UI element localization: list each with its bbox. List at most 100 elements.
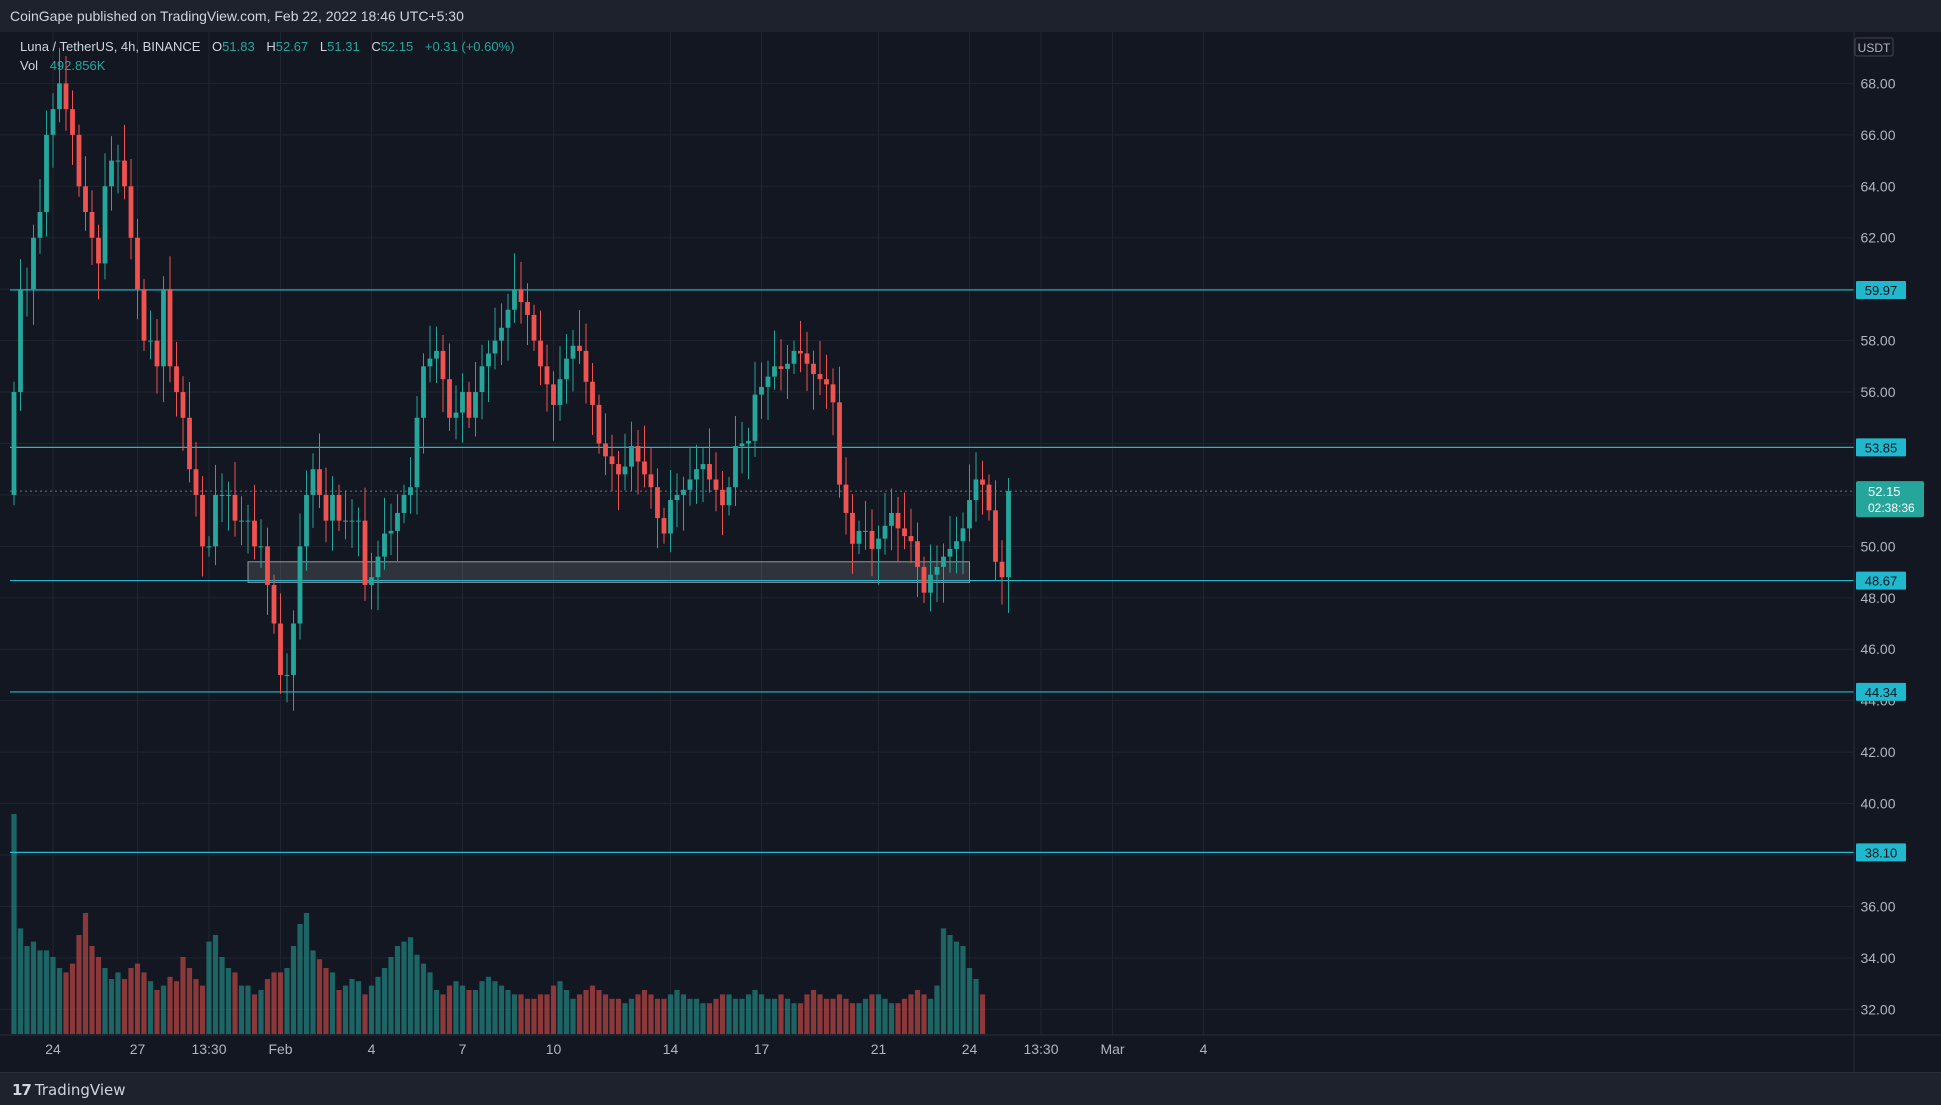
horizontal-levels[interactable] (10, 289, 1854, 854)
candle-body (453, 412, 459, 418)
candle-body (356, 520, 361, 522)
candle-body (11, 392, 17, 495)
price-tick-label: 34.00 (1860, 950, 1895, 966)
svg-text:Luna / TetherUS, 4h, BINANCE: Luna / TetherUS, 4h, BINANCE O51.83 H52.… (20, 39, 515, 54)
legend-l-label: L (320, 39, 327, 54)
volume-bar (602, 994, 609, 1034)
candle-body (167, 289, 173, 367)
candle-body (278, 623, 283, 675)
volume-bar (329, 972, 336, 1034)
candle-body (245, 520, 251, 522)
candle-body (882, 525, 888, 539)
candle-body (447, 379, 452, 418)
volume-bar (186, 968, 193, 1034)
volume-bar (843, 998, 849, 1034)
volume-bar (661, 998, 667, 1034)
volume-bar (388, 957, 394, 1034)
volume-bar (69, 963, 76, 1034)
legend-symbol: Luna / TetherUS, 4h, BINANCE (20, 39, 201, 54)
candle-body (115, 160, 121, 162)
candle-body (570, 345, 576, 359)
candle-body (89, 212, 95, 238)
candle-body (213, 494, 218, 547)
volume-bar (940, 928, 947, 1034)
candle-body (375, 556, 381, 578)
candle-body (219, 494, 225, 496)
candle-body (674, 494, 680, 501)
volume-bar (810, 990, 817, 1034)
volume-bar (895, 1003, 901, 1034)
published-text: CoinGape published on TradingView.com, F… (10, 8, 464, 24)
candle-body (180, 392, 186, 418)
candle-body (317, 469, 322, 495)
candle-body (395, 512, 400, 531)
candle-body (590, 381, 595, 405)
time-tick-label: 27 (130, 1041, 146, 1057)
footer-brand: TradingView (34, 1081, 126, 1099)
candle-body (921, 566, 927, 593)
candle-body (655, 487, 660, 519)
candle-body (876, 538, 881, 549)
volume-bar (583, 990, 589, 1034)
legend-high: 52.67 (276, 39, 309, 54)
volume-bar (973, 979, 979, 1034)
candle-body (622, 466, 628, 475)
time-tick-label: 7 (459, 1041, 467, 1057)
candle-body (31, 237, 36, 290)
volume-bars (11, 814, 986, 1034)
candle-body (720, 489, 725, 506)
candle-body (947, 548, 953, 557)
candle-body (739, 443, 745, 447)
volume-bar (706, 1003, 713, 1034)
volume-bar (193, 979, 199, 1034)
volume-bar (635, 994, 641, 1034)
candle-body (265, 546, 270, 585)
time-tick-label: 4 (1200, 1041, 1208, 1057)
candle-body (401, 494, 407, 513)
price-chart[interactable]: 32.0034.0036.0038.0040.0042.0044.0046.00… (0, 32, 1941, 1072)
currency-box[interactable] (1854, 37, 1894, 57)
candle-body (973, 479, 979, 501)
candle-body (388, 530, 394, 534)
candle-body (785, 363, 790, 369)
volume-bar (576, 994, 583, 1034)
volume-bar (102, 968, 108, 1034)
price-tick-label: 66.00 (1860, 127, 1895, 143)
time-axis[interactable]: 24 27 13:30 Feb 4 7 10 14 17 21 24 13:30 Mar 4 (45, 1041, 1207, 1057)
volume-bar (960, 946, 966, 1034)
candle-body (967, 500, 972, 529)
candle-body (856, 530, 862, 544)
candle-body (486, 353, 491, 367)
volume-bar (95, 957, 102, 1034)
candle-body (102, 186, 108, 264)
volume-bar (498, 985, 505, 1034)
candle-body (200, 494, 205, 547)
volume-bar (238, 985, 245, 1034)
volume-bar (284, 968, 290, 1034)
candle-body (382, 533, 387, 557)
candle-body (934, 566, 940, 575)
candle-body (252, 520, 257, 547)
candle-body (733, 446, 738, 488)
candle-body (869, 530, 875, 549)
candle-body (993, 510, 998, 562)
candle-body (44, 134, 49, 213)
volume-bar (596, 990, 602, 1034)
volume-bar (882, 998, 888, 1034)
volume-bar (43, 950, 50, 1034)
volume-bar (63, 972, 69, 1034)
volume-bar (89, 946, 95, 1034)
volume-bar (290, 946, 297, 1034)
candle-body (824, 379, 829, 385)
volume-bar (953, 941, 960, 1034)
volume-bar (537, 994, 544, 1034)
candle-body (713, 479, 719, 490)
price-tick-label: 48.00 (1860, 590, 1895, 606)
tradingview-logo[interactable]: 17 TradingView (12, 1081, 126, 1099)
candle-body (811, 363, 816, 375)
candle-body (609, 456, 615, 465)
volume-bar (921, 994, 927, 1034)
candle-body (434, 350, 439, 359)
volume-bar (368, 985, 375, 1034)
candle-body (291, 623, 296, 675)
